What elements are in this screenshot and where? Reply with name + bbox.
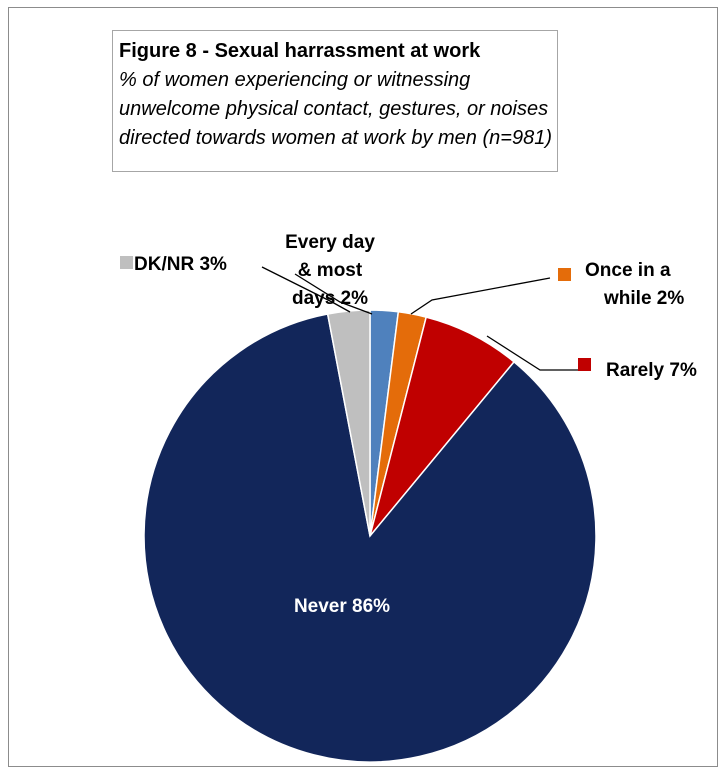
legend-marker-once-in-a-while [558, 268, 571, 281]
chart-title: Figure 8 - Sexual harrassment at work [119, 40, 481, 62]
pie-slice-never [143, 313, 597, 763]
chart-title-box: Figure 8 - Sexual harrassment at work % … [112, 30, 558, 172]
legend-marker-dk-nr [120, 256, 133, 269]
leader-line-dk-nr [261, 266, 351, 313]
data-label-every-day-most-days-line-2: & most [298, 260, 363, 281]
data-label-every-day-most-days-line-1: Every day [285, 232, 375, 253]
data-label-dk-nr-line-1: DK/NR 3% [134, 254, 227, 275]
data-label-never-line-1: Never 86% [294, 596, 390, 617]
leader-line-every-day-most-days [294, 273, 373, 315]
data-label-once-in-a-while-line-2: while 2% [603, 288, 684, 309]
legend-marker-rarely [578, 358, 591, 371]
data-label-once-in-a-while-line-1: Once in a [585, 260, 671, 281]
chart-subtitle-line-1: % of women experiencing or witnessing [119, 69, 471, 91]
chart-subtitle-line-2: unwelcome physical contact, gestures, or… [119, 98, 549, 120]
data-label-rarely-line-1: Rarely 7% [606, 360, 697, 381]
chart-subtitle-line-3: directed towards women at work by men (n… [119, 127, 552, 149]
data-label-every-day-most-days-line-3: days 2% [292, 288, 368, 309]
leader-line-once-in-a-while [410, 277, 551, 315]
leader-line-rarely [486, 335, 584, 371]
